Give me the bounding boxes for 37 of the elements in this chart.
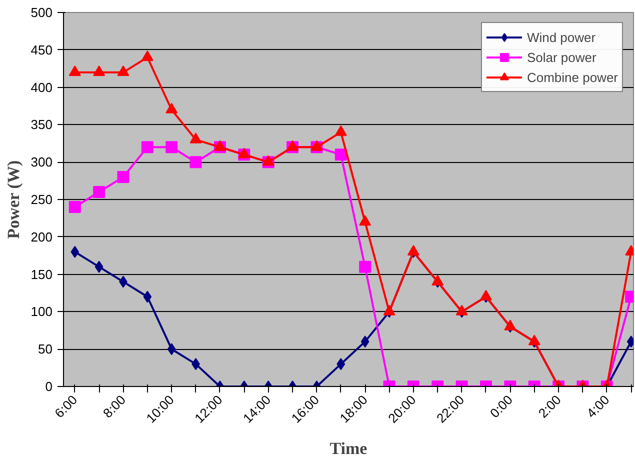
point: [359, 260, 372, 273]
point: [94, 260, 104, 273]
y-tick-label: 400: [30, 80, 53, 95]
y-tick-label: 500: [30, 5, 53, 20]
legend-label: Wind power: [526, 30, 596, 44]
point: [93, 186, 106, 198]
y-tick-label: 50: [38, 342, 53, 357]
y-tick-label: 100: [30, 304, 53, 320]
y-tick-label: 350: [30, 117, 53, 132]
point: [117, 171, 130, 184]
x-axis-title: Time: [330, 439, 368, 458]
point: [141, 141, 154, 154]
y-tick-label: 200: [30, 229, 53, 244]
x-tick-label: 4:00: [584, 392, 612, 421]
y-tick-label: 250: [30, 192, 53, 207]
point: [166, 141, 178, 154]
point: [68, 200, 81, 213]
x-tick-label: 8:00: [100, 392, 129, 421]
legend-label: Solar power: [526, 50, 596, 64]
legend-label: Combine power: [526, 70, 618, 84]
y-tick-label: 300: [30, 154, 53, 170]
point: [456, 304, 468, 316]
x-tick-label: 0:00: [486, 392, 516, 421]
point: [190, 156, 202, 168]
y-axis-title: Power (W): [4, 160, 23, 239]
y-tick-label: 150: [30, 266, 53, 282]
y-tick-label: 450: [30, 42, 53, 58]
point: [480, 290, 492, 300]
point: [528, 334, 540, 346]
point: [359, 215, 372, 226]
point: [432, 274, 444, 286]
y-tick-label: 0: [45, 379, 53, 394]
x-tick-label: 6:00: [52, 392, 80, 421]
point: [504, 320, 516, 330]
point: [383, 304, 396, 316]
point: [70, 246, 80, 258]
point: [334, 148, 347, 161]
